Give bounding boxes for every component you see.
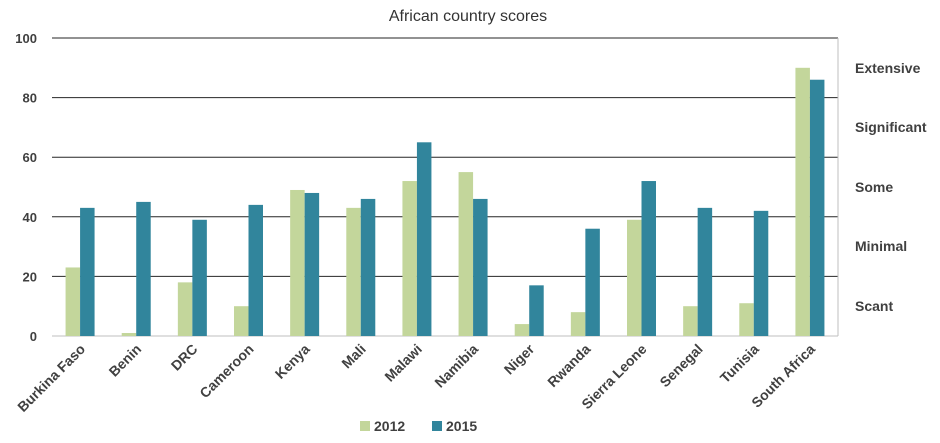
bar-2015-13 [809,79,825,336]
bar-2015-7 [473,198,488,336]
bar-2015-3 [248,204,263,336]
y-tick-labels: 0 20 40 60 80 100 [15,31,37,344]
legend-label: 2012 [374,418,405,434]
y-tick-label: 80 [23,91,37,106]
x-category-label: Tunisia [717,341,762,386]
bar-2012-3 [234,306,249,336]
bar-2015-4 [304,192,320,336]
secondary-axis-label: Some [855,179,893,195]
bar-2012-10 [627,219,642,336]
x-category-label: Niger [501,340,538,377]
bar-2012-8 [514,324,530,336]
y-tick-label: 60 [23,150,37,165]
y-tick-label: 40 [23,210,37,225]
bar-2012-4 [290,189,305,336]
secondary-axis-label: Scant [855,298,893,314]
x-category-label: Malawi [381,341,425,385]
bar-2015-8 [529,285,544,336]
chart-title: African country scores [389,8,547,25]
bar-2012-2 [177,282,193,336]
bars [65,67,825,337]
x-category-label: Senegal [656,341,705,390]
bar-2012-1 [121,333,137,336]
y-tick-label: 0 [30,329,37,344]
bar-2015-1 [136,201,151,336]
bar-2015-11 [697,207,713,336]
gridlines [52,37,839,337]
bar-2015-10 [641,181,656,336]
bar-2012-12 [739,303,754,336]
legend: 2012 2015 [360,418,477,434]
bar-2012-7 [458,172,474,336]
bar-2015-0 [80,207,95,336]
y-tick-label: 100 [15,31,37,46]
bar-2012-6 [402,181,417,336]
bar-2012-9 [570,312,586,336]
x-category-label: Cameroon [196,341,256,401]
x-category-label: Benin [106,341,145,380]
bar-2015-2 [192,219,207,336]
legend-swatch-2012 [360,421,370,431]
secondary-axis-label: Significant [855,119,927,135]
bar-2012-5 [346,207,361,336]
x-category-label: Kenya [272,341,313,382]
bar-2015-9 [585,228,600,336]
bar-2015-12 [753,210,769,336]
x-category-label: Namibia [431,341,481,391]
secondary-axis-label: Minimal [855,238,907,254]
y-tick-label: 20 [23,269,37,284]
x-category-label: Mali [338,341,369,372]
bar-2015-6 [416,142,432,336]
bar-2012-11 [683,306,698,336]
legend-swatch-2015 [432,421,442,431]
bar-2015-5 [360,198,376,336]
legend-label: 2015 [446,418,477,434]
bar-2012-13 [795,67,810,337]
x-category-label: DRC [168,341,201,374]
secondary-axis-label: Extensive [855,60,921,76]
secondary-axis-labels: Extensive Significant Some Minimal Scant [855,60,927,314]
bar-2012-0 [65,267,81,336]
x-category-label: Burkina Faso [14,341,88,415]
x-category-label: Rwanda [544,341,593,390]
